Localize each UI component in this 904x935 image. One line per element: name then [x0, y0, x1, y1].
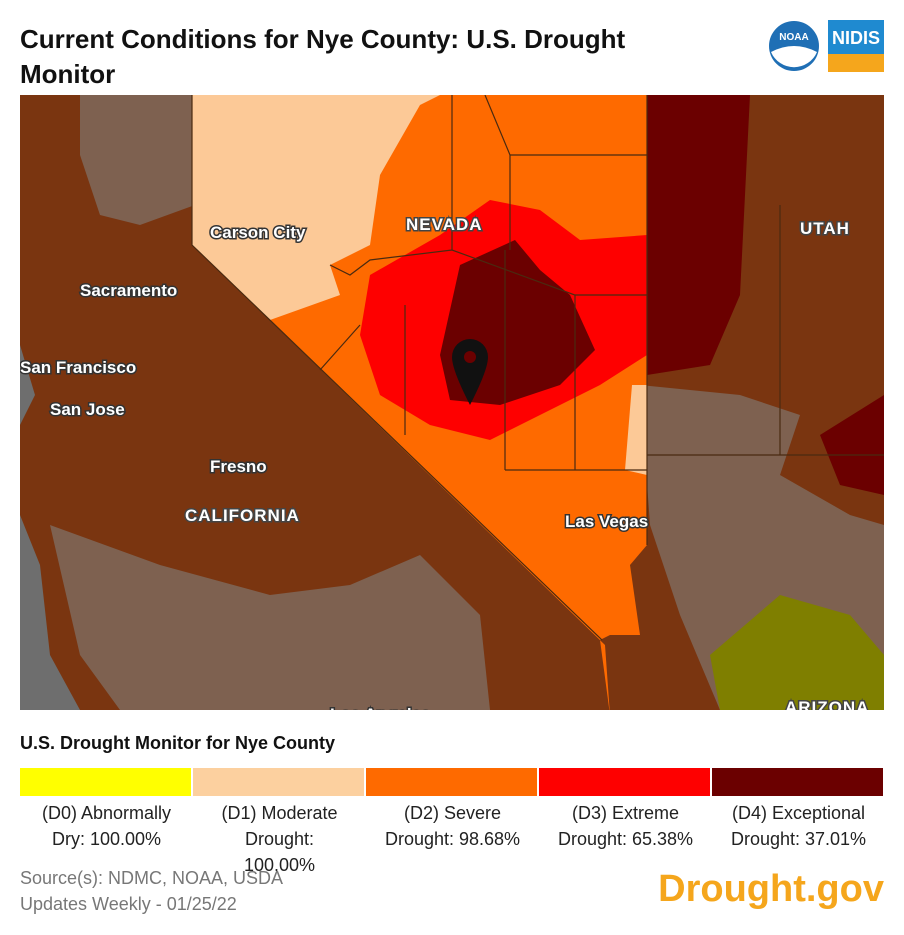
dry-area	[80, 95, 195, 225]
abnormally-dry	[710, 595, 884, 710]
map-label: Carson City	[210, 223, 306, 242]
borders	[191, 95, 884, 641]
legend-swatch	[539, 768, 712, 796]
legend-item: (D4) Exceptional Drought: 37.01%	[712, 768, 885, 878]
dry-area	[50, 525, 490, 710]
map-label: NEVADA	[406, 215, 483, 234]
map-label: San Jose	[50, 400, 125, 419]
logos: NOAA NIDIS	[768, 20, 884, 72]
legend-title: U.S. Drought Monitor for Nye County	[20, 733, 335, 753]
legend-item: (D3) Extreme Drought: 65.38%	[539, 768, 712, 878]
map-label: Fresno	[210, 457, 267, 476]
legend-label: (D3) Extreme Drought: 65.38%	[557, 803, 694, 849]
nidis-text: NIDIS	[832, 28, 880, 48]
legend-swatch	[193, 768, 366, 796]
updated: Updates Weekly - 01/25/22	[20, 894, 237, 914]
location-pin	[452, 339, 488, 405]
location-pin-dot	[464, 351, 476, 363]
nidis-logo: NIDIS	[828, 20, 884, 72]
ocean	[20, 345, 80, 710]
legend-swatch	[20, 768, 193, 796]
legend-swatch	[366, 768, 539, 796]
map-label: UTAH	[800, 219, 850, 238]
drought-map: NEVADA UTAH Carson City Sacramento San Franc…	[20, 95, 884, 710]
legend-item: (D0) Abnormally Dry: 100.00%	[20, 768, 193, 878]
moderate	[625, 385, 647, 475]
legend-item: (D1) Moderate Drought: 100.00%	[193, 768, 366, 878]
title: Current Conditions for Nye County: U.S. …	[20, 24, 626, 89]
footer: Source(s): NDMC, NOAA, USDA Updates Week…	[20, 865, 283, 917]
brand: Drought.gov	[658, 868, 884, 910]
legend-item: (D2) Severe Drought: 98.68%	[366, 768, 539, 878]
map-label: CALIFORNIA	[185, 506, 300, 525]
exceptional	[820, 395, 884, 495]
noaa-text: NOAA	[779, 32, 808, 43]
legend-swatch	[712, 768, 885, 796]
legend-label: (D0) Abnormally Dry: 100.00%	[41, 803, 172, 849]
map-label: San Francisco	[20, 358, 136, 377]
map-label: Las Vegas	[565, 512, 648, 531]
legend-label: (D2) Severe Drought: 98.68%	[384, 803, 521, 849]
map-label: Sacramento	[80, 281, 177, 300]
exceptional	[647, 95, 750, 375]
noaa-logo: NOAA	[769, 21, 819, 71]
sources: Source(s): NDMC, NOAA, USDA	[20, 868, 284, 888]
moderate	[192, 95, 440, 320]
map-label: Los Angeles	[330, 705, 430, 710]
map-label: ARIZONA	[785, 698, 869, 710]
legend: (D0) Abnormally Dry: 100.00% (D1) Moderat…	[20, 768, 885, 878]
legend-label: (D4) Exceptional Drought: 37.01%	[730, 803, 867, 849]
legend-label: (D1) Moderate Drought: 100.00%	[221, 803, 338, 875]
